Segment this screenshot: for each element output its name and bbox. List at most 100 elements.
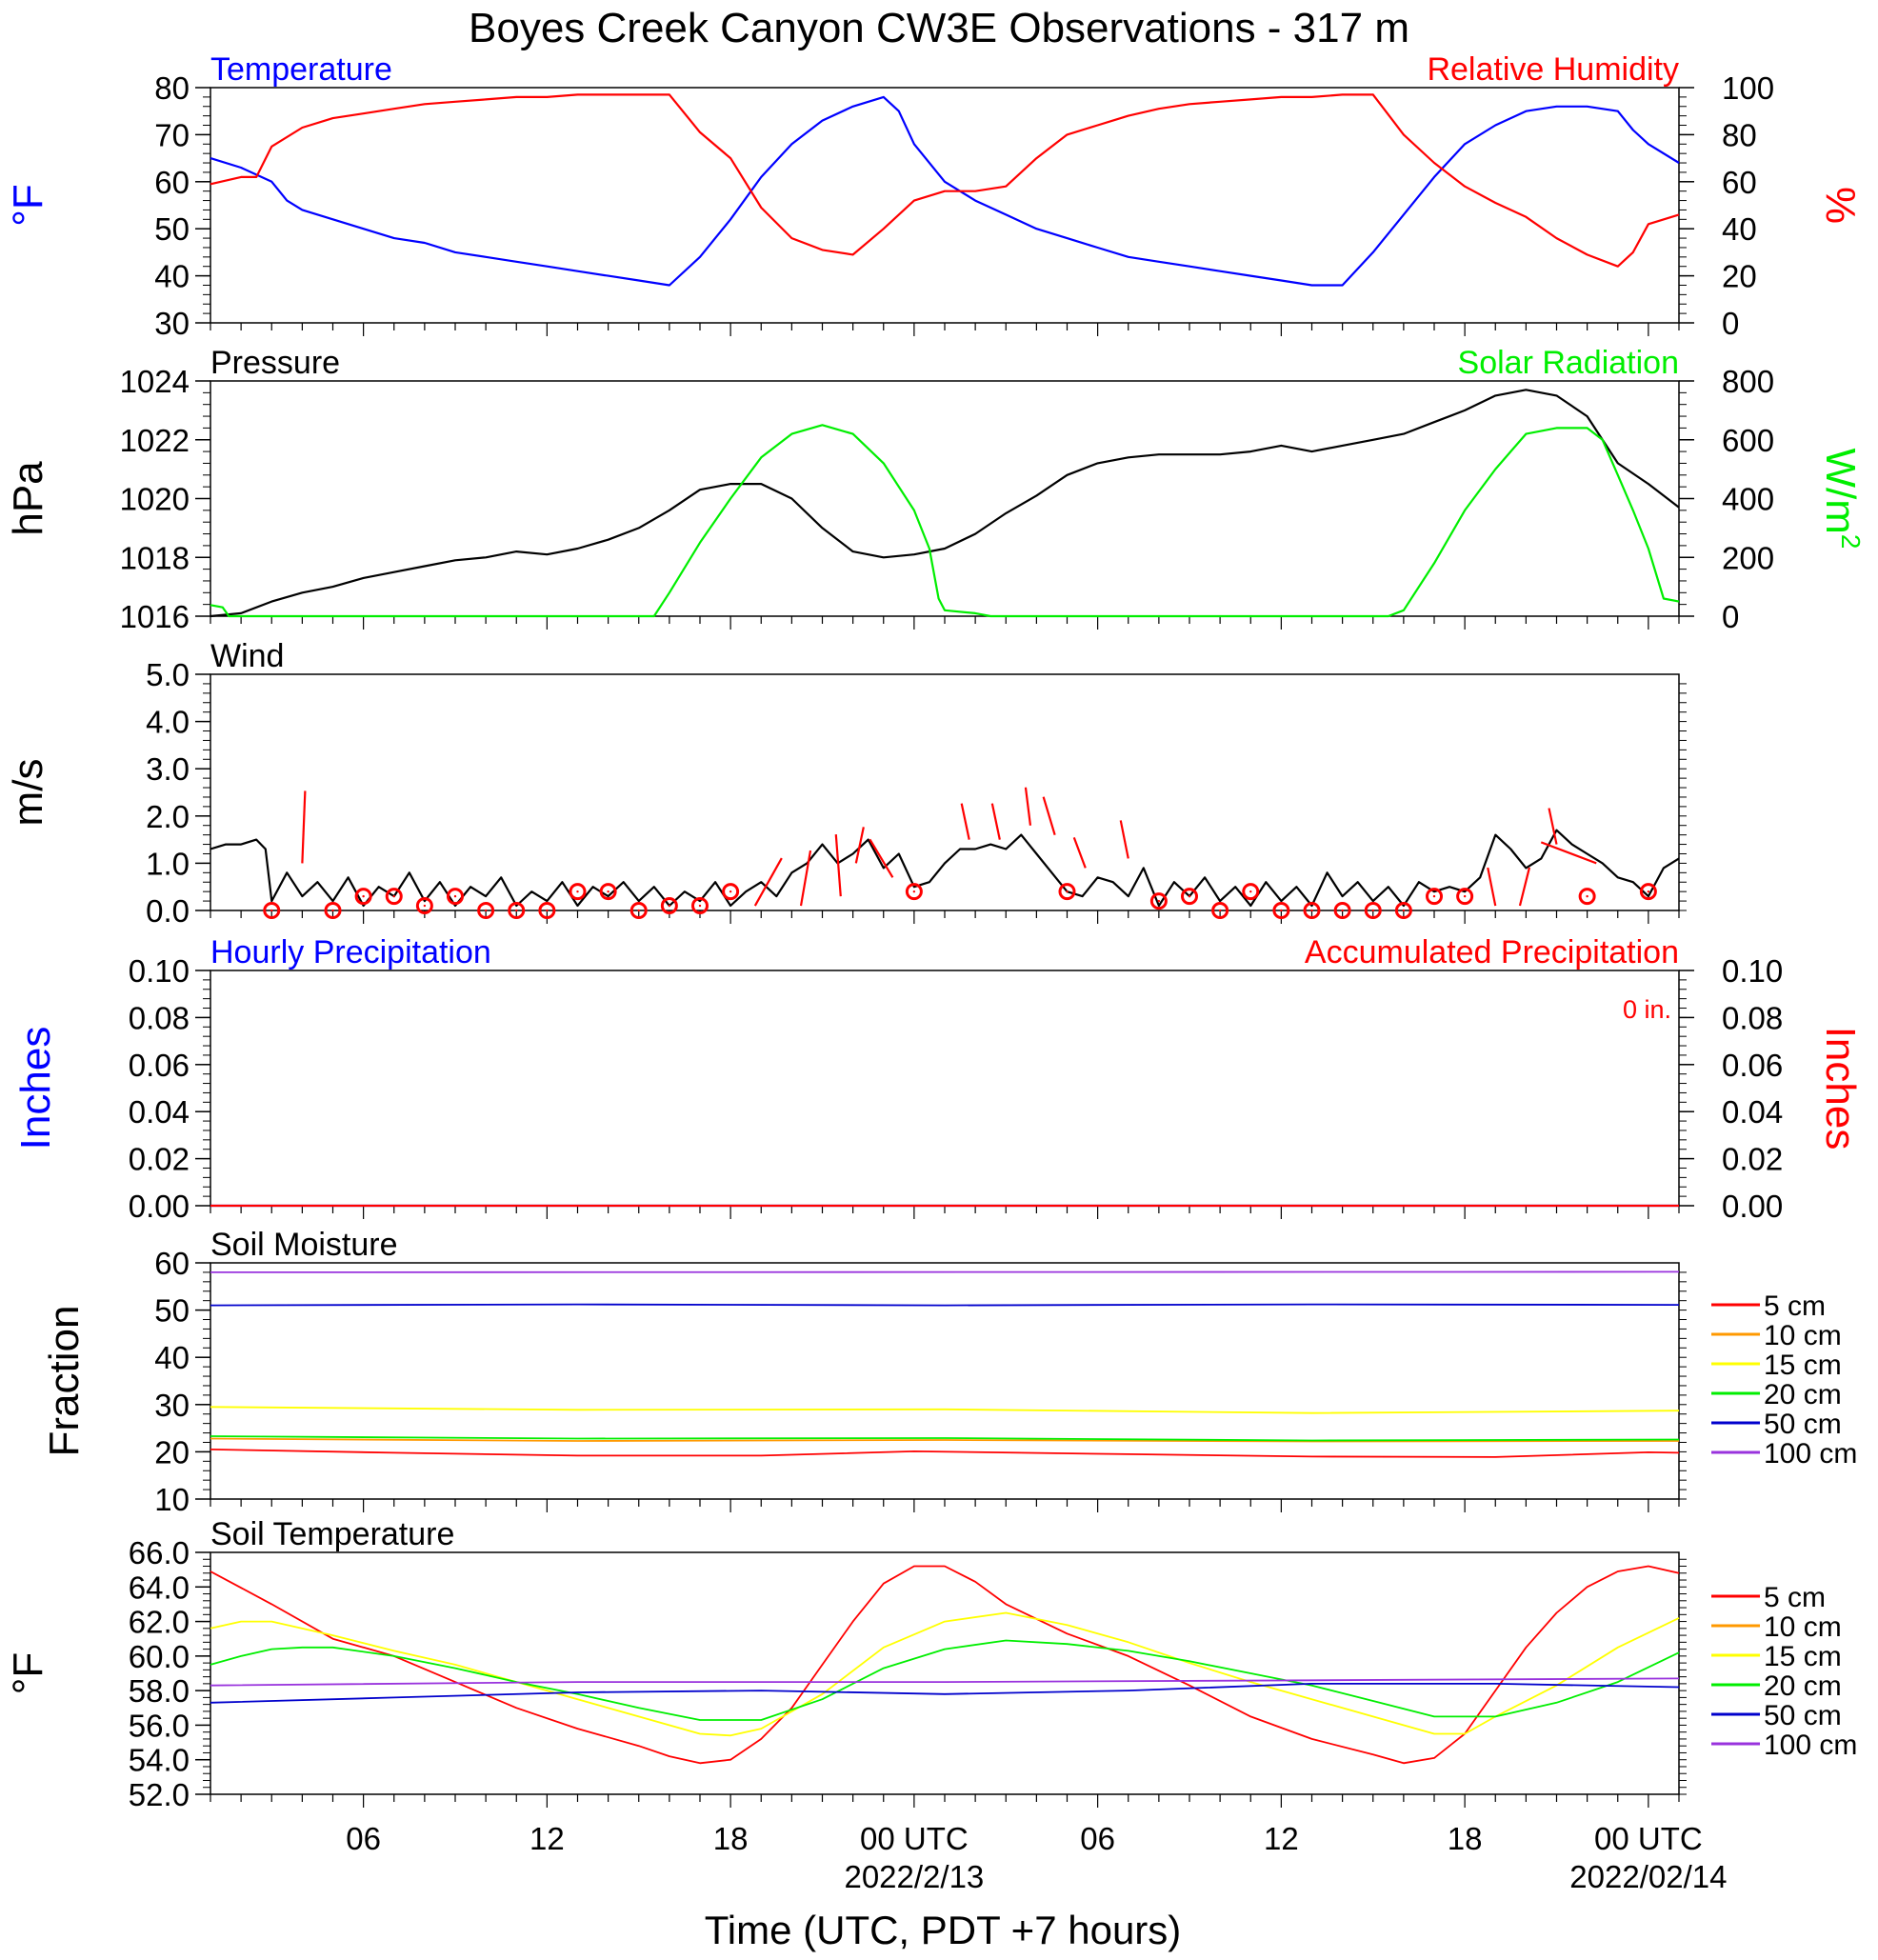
y-axis-label: Inches [12,1027,59,1150]
y-tick-label: 1024 [120,364,190,399]
wind-barb [960,803,970,840]
panel-pres_solar: 1016 1018 1020 1022 1024 0 200 400 600 800 Pressur… [5,345,1866,634]
calm-wind-dot [423,904,427,908]
y-tick-label: 0.04 [129,1094,190,1130]
y-tick-label: 80 [154,70,190,106]
calm-wind-marker [1578,888,1596,906]
legend-label: 20 cm [1764,1379,1842,1410]
y-tick-label: 2.0 [146,799,190,834]
y-axis-label-right-superscript: 2 [1836,534,1866,550]
calm-wind-marker [569,883,587,901]
x-tick-label: 18 [713,1821,749,1856]
calm-wind-marker [1303,902,1321,919]
y-axis-label-right: % [1817,187,1864,224]
calm-wind-dot [1402,909,1406,912]
panel-soil_temp: 52.054.056.058.060.062.064.066.0 Soil Tem… [5,1516,1857,1812]
legend-label: 10 cm [1764,1320,1842,1351]
wind-barb [753,857,783,907]
panel-soil_moist: 10 20 30 40 50 60 Soil Moisture Fraction 5 cm10 … [41,1227,1857,1517]
y-tick-label-right: 0.04 [1722,1094,1783,1130]
calm-wind-dot [576,890,579,893]
wind-barb [1487,867,1497,907]
calm-wind-marker [1149,892,1168,910]
y-tick-label-right: 20 [1722,259,1757,294]
calm-wind-marker [1394,902,1412,919]
calm-wind-marker [905,883,923,901]
y-tick-label: 0.02 [129,1142,190,1177]
y-axis-label-right: W/m2 [1817,449,1866,550]
panel-title: Temperature [210,51,392,88]
legend-label: 15 cm [1764,1350,1842,1381]
calm-wind-dot [607,890,609,893]
y-tick-label: 1022 [120,423,190,458]
legend-label: 5 cm [1764,1290,1826,1322]
y-tick-label: 3.0 [146,751,190,787]
calm-wind-dot [668,904,671,908]
y-axis-label: °F [5,184,51,226]
calm-wind-marker [599,883,617,901]
calm-wind-dot [1432,894,1436,898]
panel-title: Soil Temperature [210,1516,454,1552]
calm-wind-dot [515,909,518,912]
y-axis-label-right: Inches [1817,1027,1864,1150]
y-tick-label-right: 100 [1722,70,1774,106]
x-tick-label: 00 UTC [860,1821,969,1856]
y-tick-label: 30 [154,1388,190,1423]
y-tick-label: 70 [154,117,190,152]
precip-total-annotation: 0 in. [1623,995,1671,1024]
panel-temp_rh: 30 40 50 60 70 80 0 20 40 60 80 100 Temperature Relat… [5,51,1864,341]
calm-wind-dot [1463,894,1467,898]
calm-wind-dot [1218,909,1222,912]
x-date-label: 2022/2/13 [844,1859,984,1894]
y-tick-label: 62.0 [129,1605,190,1640]
series-line [210,389,1680,618]
series-line [210,1683,1680,1704]
wind-barb [301,790,307,864]
y-tick-label-right: 200 [1722,540,1774,575]
legend-label: 100 cm [1764,1730,1857,1761]
calm-wind-marker [629,902,648,919]
legend-label: 20 cm [1764,1670,1842,1702]
series-line [210,424,1680,618]
y-tick-label: 0.08 [129,1000,190,1035]
calm-wind-marker [324,902,342,919]
calm-wind-marker [722,883,740,901]
panel-title: Pressure [210,345,340,381]
wind-direction-barbs [263,787,1657,919]
calm-wind-dot [698,904,702,908]
y-tick-label-right: 0.10 [1722,953,1783,989]
x-tick-label: 12 [1264,1821,1299,1856]
y-tick-label: 60 [154,165,190,200]
calm-wind-dot [1188,894,1191,898]
y-tick-label: 50 [154,1293,190,1329]
y-axis-label: hPa [5,461,51,536]
calm-wind-marker [1364,902,1382,919]
x-tick-label: 12 [529,1821,565,1856]
y-tick-label: 0.06 [129,1048,190,1083]
calm-wind-marker [447,888,464,906]
calm-wind-marker [1058,883,1076,901]
x-axis-label: Time (UTC, PDT +7 hours) [705,1908,1182,1952]
y-tick-label: 0.0 [146,893,190,929]
legend-label: 15 cm [1764,1641,1842,1672]
y-tick-label-right: 0.08 [1722,1000,1783,1035]
y-tick-label: 1016 [120,599,190,634]
calm-wind-marker [660,897,678,915]
y-tick-label: 4.0 [146,705,190,740]
calm-wind-marker [385,888,403,906]
y-tick-label: 1018 [120,540,190,575]
y-tick-label: 0.00 [129,1189,190,1224]
series-line [210,1611,1680,1737]
y-tick-label: 60 [154,1246,190,1281]
calm-wind-dot [1157,899,1161,903]
series-line [210,93,1680,268]
calm-wind-marker [415,897,433,915]
wind-barb [1024,787,1032,826]
y-tick-label-right: 0.00 [1722,1189,1783,1224]
calm-wind-marker [1211,902,1229,919]
y-tick-label-right: 400 [1722,482,1774,517]
calm-wind-dot [453,894,457,898]
calm-wind-marker [1456,888,1474,906]
